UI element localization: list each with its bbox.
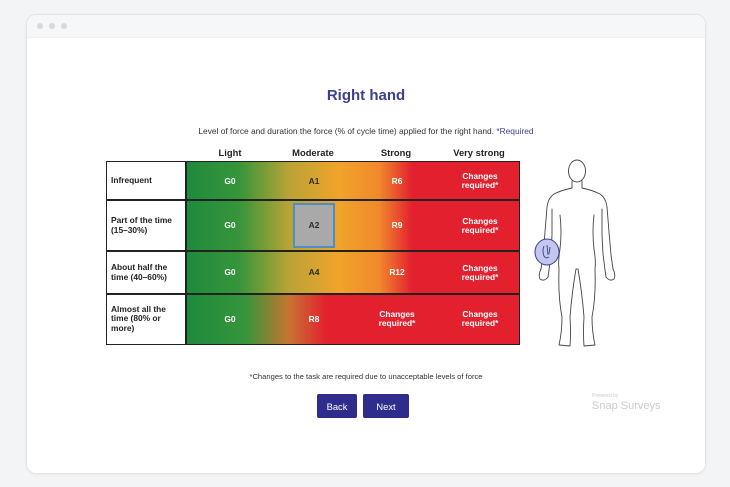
row-heat-band <box>186 162 519 200</box>
matrix-cell[interactable]: G0 <box>224 313 236 324</box>
grid-line <box>107 250 519 252</box>
matrix-cell[interactable]: Changes required* <box>461 171 499 190</box>
powered-by-logo[interactable]: Powered by Snap Surveys <box>592 393 660 412</box>
matrix-cell-selected[interactable]: A2 <box>308 220 320 231</box>
matrix-cell[interactable]: G0 <box>224 220 236 231</box>
back-button[interactable]: Back <box>317 394 357 418</box>
grid-line <box>107 293 519 295</box>
instructions-text: Level of force and duration the force (%… <box>198 126 495 136</box>
matrix-cell[interactable]: G0 <box>224 175 236 186</box>
matrix-cell[interactable]: R9 <box>391 220 403 231</box>
column-header-moderate: Moderate <box>292 147 334 158</box>
matrix-cell[interactable]: Changes required* <box>461 262 499 282</box>
matrix-cell[interactable]: R8 <box>308 313 320 324</box>
matrix-cell[interactable]: R12 <box>389 267 405 278</box>
question-instructions: Level of force and duration the force (%… <box>27 126 705 136</box>
required-indicator: *Required <box>496 126 534 136</box>
matrix-cell[interactable]: R6 <box>391 175 403 186</box>
hand-highlight-icon[interactable] <box>533 237 561 267</box>
selected-cell-highlight[interactable] <box>293 203 335 248</box>
row-heat-band <box>186 294 519 344</box>
matrix-cell[interactable]: A4 <box>308 267 320 278</box>
row-label-infrequent: Infrequent <box>107 162 185 200</box>
footnote: *Changes to the task are required due to… <box>249 372 483 381</box>
matrix-cell[interactable]: A1 <box>308 175 320 186</box>
grid-line <box>107 199 519 201</box>
risk-matrix: Infrequent Part of the time (15–30%) Abo… <box>106 161 520 345</box>
window-dot-icon <box>37 23 43 29</box>
column-header-strong: Strong <box>380 147 412 158</box>
row-heat-band <box>186 200 519 251</box>
row-label-half-time: About half the time (40–60%) <box>107 251 185 294</box>
window-titlebar <box>27 15 705 38</box>
next-button[interactable]: Next <box>363 394 409 418</box>
row-label-part-of-time: Part of the time (15–30%) <box>107 200 185 251</box>
row-heat-band <box>186 251 519 294</box>
grid-line <box>185 162 187 344</box>
window-dot-icon <box>49 23 55 29</box>
matrix-cell[interactable]: Changes required* <box>461 309 499 328</box>
powered-by-label: Powered by <box>592 393 619 399</box>
matrix-cell[interactable]: Changes required* <box>461 215 499 235</box>
brand-name: Snap Surveys <box>592 400 661 412</box>
row-label-almost-all: Almost all the time (80% or more) <box>107 294 185 344</box>
page-title: Right hand <box>326 87 406 104</box>
column-header-light: Light <box>218 147 242 158</box>
matrix-cell[interactable]: G0 <box>224 267 236 278</box>
matrix-cell[interactable]: Changes required* <box>378 309 416 328</box>
survey-window: Right hand Level of force and duration t… <box>26 14 706 474</box>
column-header-very-strong: Very strong <box>453 147 505 158</box>
window-dot-icon <box>61 23 67 29</box>
